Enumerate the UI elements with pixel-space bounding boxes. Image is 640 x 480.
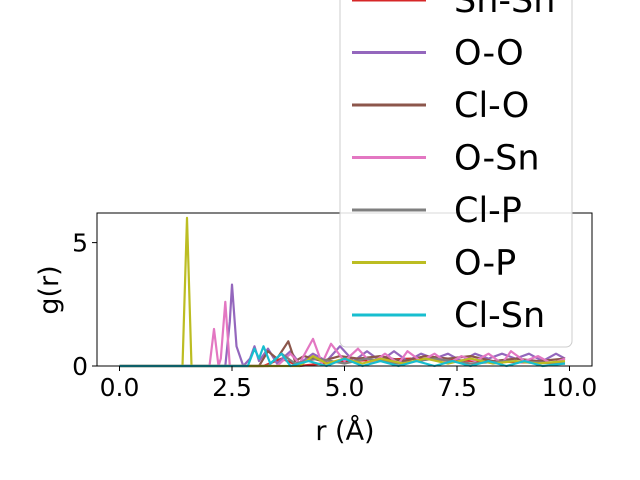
legend-box [339,0,573,348]
y-tick-label: 5 [72,229,88,258]
plot-lines-group [119,216,566,368]
x-axis-ticks: 0.0 2.5 5.0 7.5 10.0 [100,366,598,402]
legend-label: Cl-P [454,191,522,231]
x-tick-label: 7.5 [437,373,477,402]
x-tick-label: 0.0 [100,373,140,402]
legend-label: O-O [454,34,524,74]
y-tick-label: 0 [72,352,88,381]
x-tick-label: 5.0 [325,373,365,402]
x-tick-label: 2.5 [212,373,252,402]
legend-label: Cl-O [454,86,529,126]
legend-label: Cl-Sn [454,296,545,336]
y-axis-ticks: 05 [72,229,97,381]
legend-label: Sn-Sn [454,0,555,21]
legend-label: O-Sn [454,139,540,179]
x-axis-label: r (Å) [315,415,374,447]
legend-label: O-P [454,244,516,284]
y-axis-label: g(r) [34,265,65,314]
legend: Sn-Sn O-O Cl-O O-Sn Cl-P O-P Cl-Sn [339,0,573,348]
x-tick-label: 10.0 [542,373,598,402]
